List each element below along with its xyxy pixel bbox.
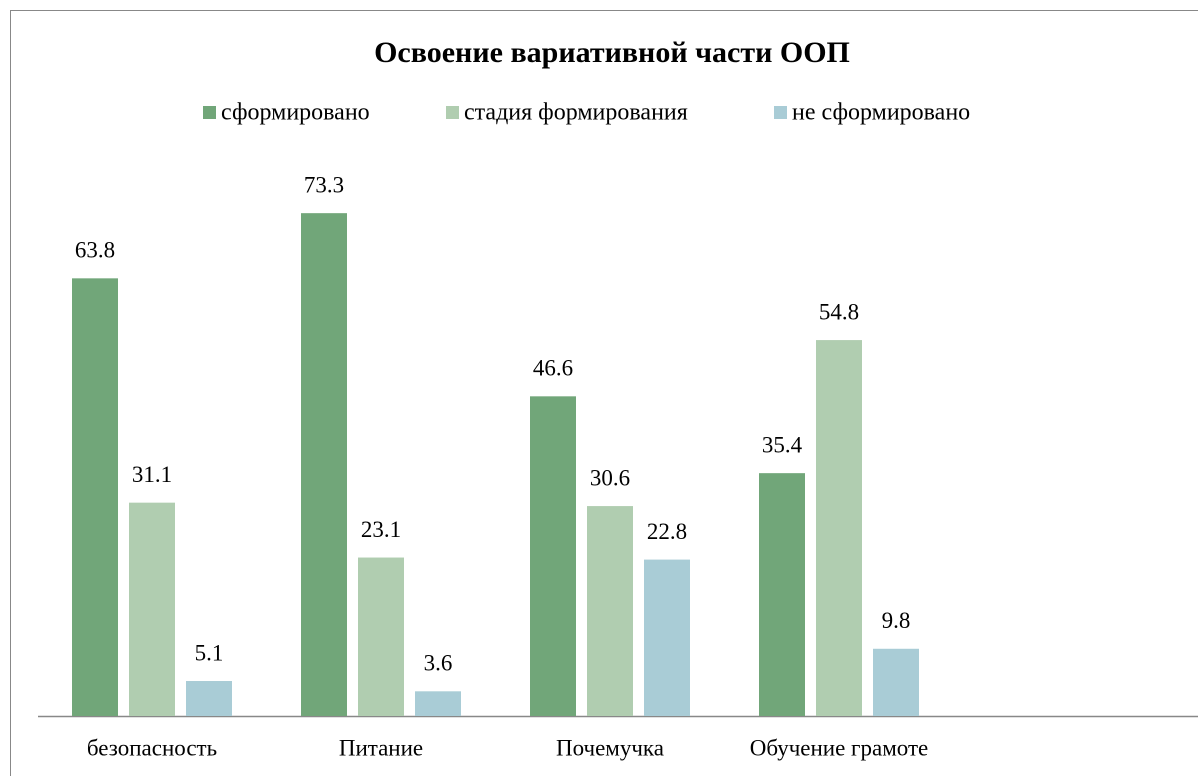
bar [358, 557, 404, 716]
bar [816, 340, 862, 716]
value-label: 23.1 [361, 517, 401, 542]
value-label: 5.1 [195, 640, 224, 665]
value-label: 46.6 [533, 356, 573, 381]
legend-label: не сформировано [792, 100, 970, 126]
legend-swatch [446, 106, 459, 119]
value-label: 73.3 [304, 172, 344, 197]
bar [644, 559, 690, 716]
bar [873, 648, 919, 716]
value-label: 35.4 [762, 432, 803, 457]
value-label: 3.6 [424, 651, 453, 676]
chart-title: Освоение вариативной части ООП [374, 36, 850, 69]
x-tick-label: Обучение грамоте [750, 735, 928, 760]
value-label: 54.8 [819, 299, 859, 324]
value-label: 22.8 [647, 519, 687, 544]
x-tick-label: Почемучка [556, 735, 664, 760]
bar [186, 681, 232, 716]
legend-swatch [774, 106, 787, 119]
chart-frame [10, 10, 1198, 776]
bar [129, 502, 175, 716]
bar [530, 396, 576, 716]
bar [587, 506, 633, 716]
bar [415, 691, 461, 716]
legend-label: сформировано [221, 100, 370, 126]
bar [301, 213, 347, 717]
value-label: 30.6 [590, 465, 630, 490]
value-label: 9.8 [882, 608, 911, 633]
value-label: 63.8 [75, 238, 115, 263]
bar [72, 278, 118, 716]
x-tick-label: безопасность [87, 735, 217, 760]
value-label: 31.1 [132, 462, 172, 487]
bar [759, 473, 805, 716]
legend-swatch [203, 106, 216, 119]
legend-label: стадия формирования [464, 100, 688, 126]
x-tick-label: Питание [339, 735, 423, 760]
